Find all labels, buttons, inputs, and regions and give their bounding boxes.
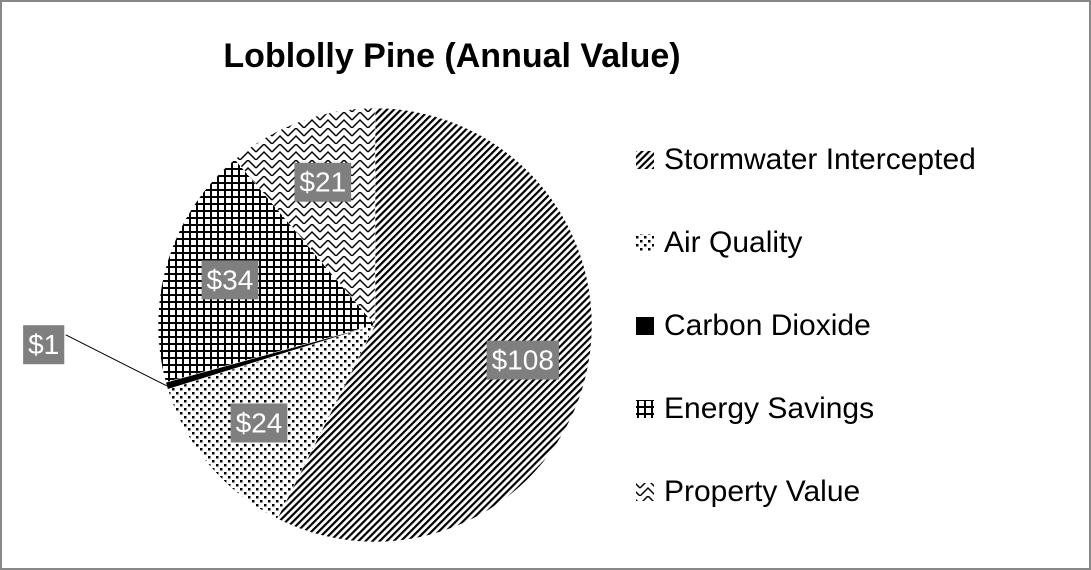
legend-label: Energy Savings [664, 392, 874, 425]
legend-label: Air Quality [664, 226, 802, 259]
legend-swatch [636, 317, 654, 335]
value-label: $108 [492, 345, 554, 376]
legend-label: Carbon Dioxide [664, 309, 871, 342]
value-label-box [486, 340, 559, 380]
legend-swatch [636, 234, 654, 252]
legend-label: Property Value [664, 475, 860, 508]
value-label-box [294, 162, 352, 202]
value-label: $1 [28, 329, 59, 360]
value-label-box [23, 325, 65, 365]
chart-title: Loblolly Pine (Annual Value) [223, 37, 680, 75]
pie-slice [276, 107, 593, 543]
pie-slice [157, 158, 376, 383]
leader-line [65, 334, 167, 387]
value-label-box [230, 403, 288, 443]
value-label: $21 [299, 167, 346, 198]
legend-label: Stormwater Intercepted [664, 143, 976, 176]
legend-swatch [636, 400, 654, 418]
legend-swatch [636, 483, 654, 501]
value-label-box [201, 260, 259, 300]
pie-slice [234, 107, 376, 326]
value-label: $34 [207, 264, 254, 295]
legend-swatch [636, 151, 654, 169]
value-label: $24 [236, 407, 283, 438]
